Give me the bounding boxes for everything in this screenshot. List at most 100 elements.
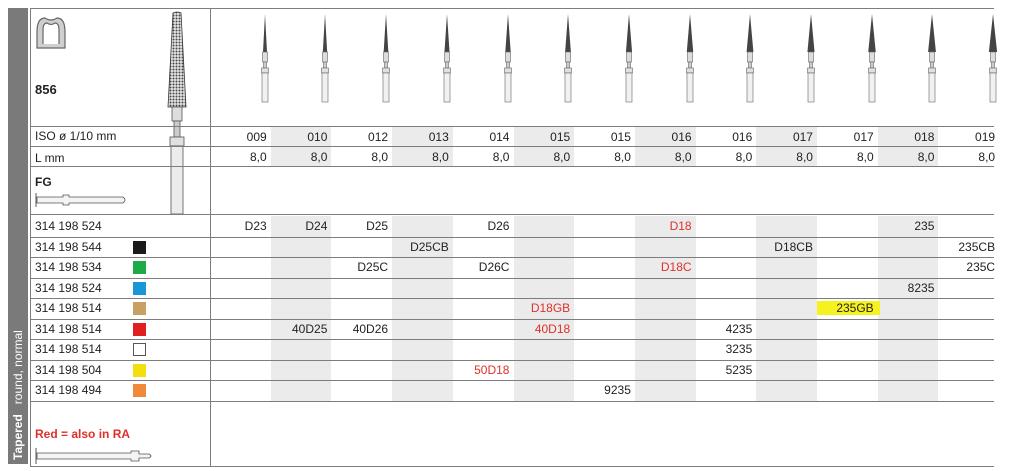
- order-code-cell: D26C: [478, 260, 510, 274]
- length-cell: 8,0: [614, 150, 631, 164]
- length-cell: 8,0: [310, 150, 328, 164]
- length-cell: 8,0: [250, 150, 267, 164]
- row-divider: [30, 359, 994, 361]
- length-cell: 8,0: [674, 150, 692, 164]
- alt-column-shade: [634, 216, 696, 401]
- length-cell: 8,0: [735, 150, 753, 164]
- bur-instrument-icon: [167, 11, 187, 214]
- row-divider: [30, 277, 994, 279]
- bur-size-icon: [928, 14, 937, 103]
- bur-size-icon: [807, 14, 815, 103]
- row-divider: [30, 257, 994, 258]
- iso-size-cell: 017: [792, 130, 813, 144]
- article-code: 314 198 514: [35, 321, 102, 336]
- alt-column-shade: [877, 216, 939, 401]
- alt-column-shade: [756, 216, 817, 401]
- order-code-cell: D25: [366, 219, 389, 233]
- bur-size-icon: [260, 14, 269, 103]
- length-cell: 8,0: [432, 150, 449, 164]
- category-round-normal: round, normal: [11, 330, 25, 405]
- bur-size-icon: [685, 14, 694, 103]
- row-divider: [30, 146, 994, 147]
- iso-size-cell: 010: [307, 130, 328, 144]
- article-code: 314 198 504: [35, 362, 102, 377]
- article-code: 314 198 534: [35, 260, 102, 274]
- column-divider: [210, 8, 211, 466]
- color-code-swatch: [133, 281, 146, 295]
- order-code-cell: D18CB: [774, 239, 813, 254]
- bur-size-icon: [442, 14, 451, 103]
- row-divider: [30, 400, 994, 402]
- row-divider: [30, 214, 994, 215]
- row-divider: [30, 8, 994, 9]
- iso-size-cell: 018: [914, 130, 935, 144]
- length-cell: 8,0: [857, 150, 874, 164]
- article-code: 314 198 524: [35, 219, 102, 233]
- order-code-cell: D25C: [357, 260, 389, 274]
- iso-size-cell: 015: [610, 130, 631, 144]
- order-code-cell: 3235: [725, 342, 753, 356]
- color-code-swatch: [133, 343, 146, 356]
- order-code-cell: D24: [305, 219, 328, 233]
- article-code: 314 198 524: [35, 280, 102, 295]
- bur-size-icon: [625, 14, 633, 103]
- alt-column-shade: [513, 216, 575, 401]
- bur-size-icon: [564, 14, 572, 103]
- iso-label: ISO ø 1/10 mm: [35, 129, 117, 143]
- bur-size-icon: [988, 14, 998, 103]
- row-divider: [30, 166, 994, 167]
- length-cell: 8,0: [917, 150, 935, 164]
- article-code: 314 198 544: [35, 239, 102, 254]
- order-code-cell: 4235: [725, 321, 753, 336]
- article-code: 314 198 494: [35, 383, 102, 397]
- tooth-crown-icon: [36, 17, 66, 49]
- row-divider: [30, 380, 994, 381]
- order-code-cell: D18C: [660, 260, 692, 274]
- alt-column-shade: [270, 216, 332, 401]
- order-code-cell: 8235: [907, 280, 935, 295]
- bur-size-icon: [503, 14, 512, 103]
- length-cell: 8,0: [371, 150, 389, 164]
- order-code-cell: 50D18: [474, 362, 510, 377]
- order-code-cell: 235: [914, 219, 935, 233]
- order-code-cell: 9235: [604, 383, 631, 397]
- bur-size-icon: [867, 14, 876, 103]
- length-cell: 8,0: [492, 150, 510, 164]
- iso-size-cell: 015: [550, 130, 571, 144]
- order-code-cell: D18: [669, 219, 692, 233]
- iso-size-cell: 013: [428, 130, 449, 144]
- order-code-cell: D26: [487, 219, 510, 233]
- order-code-cell: 235GB: [817, 301, 880, 315]
- color-code-swatch: [133, 384, 146, 397]
- length-cell: 8,0: [553, 150, 571, 164]
- color-code-swatch: [133, 261, 146, 274]
- category-label: Tapered round, normal: [8, 310, 28, 460]
- fg-shank-icon: [35, 193, 126, 207]
- row-divider: [30, 466, 994, 467]
- bur-size-icon: [746, 14, 755, 103]
- order-code-cell: D18GB: [530, 301, 571, 315]
- iso-size-cell: 017: [853, 130, 874, 144]
- category-sidebar: Tapered round, normal: [8, 8, 28, 464]
- length-label: L mm: [35, 151, 65, 165]
- bur-size-icon: [321, 14, 330, 103]
- row-divider: [30, 236, 994, 238]
- iso-size-cell: 016: [732, 130, 753, 144]
- order-code-cell: 235CB: [958, 239, 996, 254]
- article-code: 314 198 514: [35, 342, 102, 356]
- color-code-swatch: [133, 322, 146, 336]
- color-code-swatch: [133, 240, 146, 254]
- bur-size-icon: [382, 14, 390, 103]
- alt-column-shade: [392, 216, 453, 401]
- order-code-cell: 40D26: [352, 321, 389, 336]
- row-divider: [30, 339, 994, 340]
- iso-size-cell: 016: [671, 130, 692, 144]
- order-code-cell: D25CB: [410, 239, 449, 254]
- shank-label: FG: [35, 175, 52, 189]
- iso-size-cell: 014: [489, 130, 510, 144]
- color-code-swatch: [133, 302, 146, 315]
- length-cell: 8,0: [978, 150, 996, 164]
- order-code-cell: 40D18: [534, 321, 571, 336]
- ra-shank-icon: [35, 448, 152, 464]
- color-code-swatch: [133, 363, 146, 377]
